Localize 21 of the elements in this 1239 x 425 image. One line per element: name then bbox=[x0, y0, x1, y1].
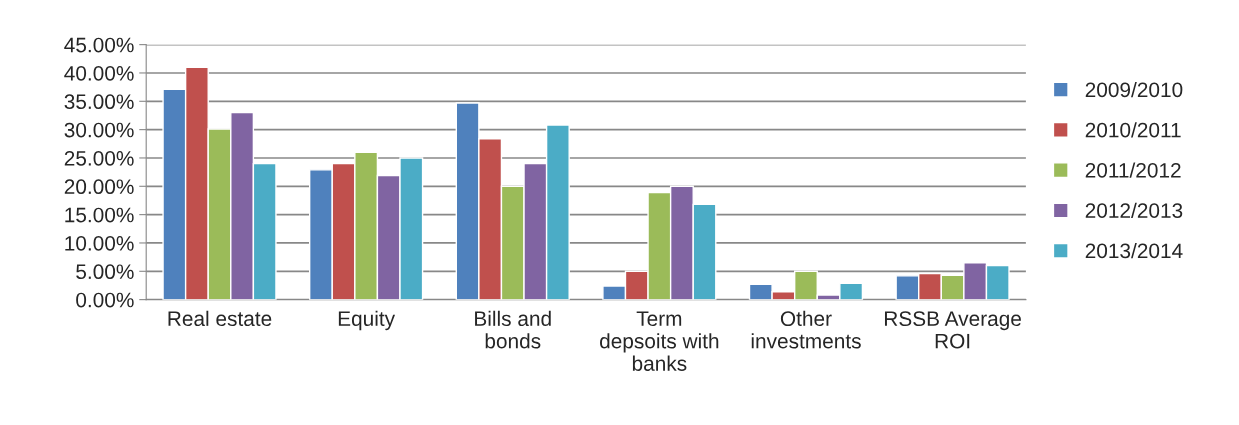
x-tick-label: Other investments bbox=[751, 310, 861, 349]
y-tick-label: 35.00% bbox=[64, 94, 134, 110]
x-tick-label: Real estate bbox=[168, 310, 272, 327]
y-tick-label: 25.00% bbox=[64, 150, 134, 166]
y-tick-label: 40.00% bbox=[64, 65, 134, 81]
x-tick-label: RSSB Average ROI bbox=[884, 311, 1021, 349]
y-tick-label: 15.00% bbox=[65, 207, 134, 223]
y-tick-label: 30.00% bbox=[64, 122, 134, 138]
legend-label: 2009/2010 bbox=[1085, 81, 1183, 98]
y-tick-label: 10.00% bbox=[65, 235, 134, 251]
legend-label: 2011/2012 bbox=[1085, 162, 1181, 178]
y-tick-label: 0.00% bbox=[76, 292, 134, 308]
y-tick-label: 45.00% bbox=[64, 37, 134, 53]
x-tick-label: Bills and bonds bbox=[475, 310, 551, 349]
legend-label: 2013/2014 bbox=[1085, 242, 1183, 259]
legend-label: 2010/2011 bbox=[1085, 122, 1181, 138]
legend-label: 2012/2013 bbox=[1085, 202, 1183, 218]
x-tick-label: Term depsoits with banks bbox=[600, 311, 719, 371]
y-tick-label: 5.00% bbox=[76, 264, 134, 280]
y-tick-label: 20.00% bbox=[64, 179, 134, 195]
x-tick-label: Equity bbox=[338, 310, 396, 331]
